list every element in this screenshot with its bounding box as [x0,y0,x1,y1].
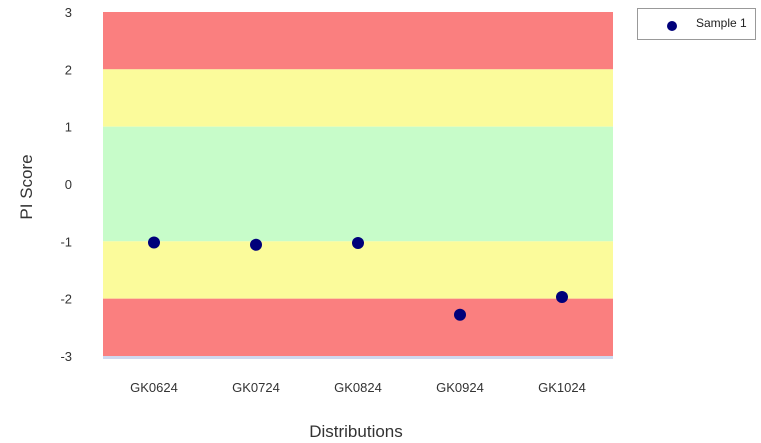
legend-marker [667,21,677,31]
x-axis-title: Distributions [309,422,403,441]
x-tick-label: GK0824 [334,380,382,395]
x-tick-label: GK0724 [232,380,280,395]
y-tick-label: 3 [65,5,72,20]
sample-1-series [148,236,568,321]
data-point[interactable] [148,236,160,249]
x-tick-label: GK0924 [436,380,484,395]
y-tick-label: 0 [65,177,72,192]
band-3 [103,241,613,299]
y-tick-label: 1 [65,120,72,135]
y-axis-ticks: 3 2 1 0 -1 -2 -3 [60,5,72,364]
legend-label: Sample 1 [696,16,747,30]
legend: Sample 1 [637,8,756,40]
band-0 [103,12,613,70]
data-point[interactable] [454,308,466,321]
score-bands [103,12,613,359]
x-axis-line [103,356,613,359]
y-tick-label: -3 [60,349,72,364]
x-tick-label: GK0624 [130,380,178,395]
y-tick-label: 2 [65,62,72,77]
band-2 [103,126,613,242]
band-4 [103,298,613,356]
x-tick-label: GK1024 [538,380,586,395]
data-point[interactable] [352,237,364,250]
data-point[interactable] [556,290,568,303]
y-axis-title: PI Score [17,154,36,219]
y-tick-label: -2 [60,292,72,307]
x-axis-ticks: GK0624 GK0724 GK0824 GK0924 GK1024 [130,380,586,395]
band-1 [103,69,613,127]
y-tick-label: -1 [60,234,72,249]
data-point[interactable] [250,238,262,251]
